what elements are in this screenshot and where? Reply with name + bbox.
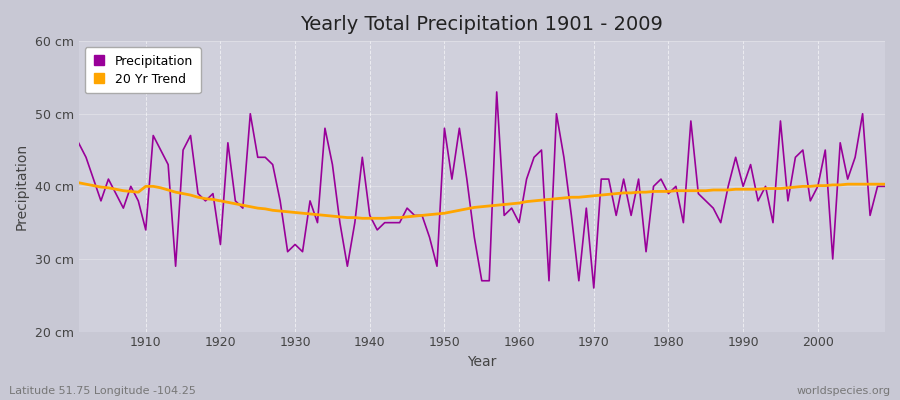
Legend: Precipitation, 20 Yr Trend: Precipitation, 20 Yr Trend bbox=[85, 47, 201, 93]
Text: worldspecies.org: worldspecies.org bbox=[796, 386, 891, 396]
Y-axis label: Precipitation: Precipitation bbox=[15, 143, 29, 230]
Title: Yearly Total Precipitation 1901 - 2009: Yearly Total Precipitation 1901 - 2009 bbox=[301, 15, 663, 34]
X-axis label: Year: Year bbox=[467, 355, 497, 369]
Text: Latitude 51.75 Longitude -104.25: Latitude 51.75 Longitude -104.25 bbox=[9, 386, 196, 396]
